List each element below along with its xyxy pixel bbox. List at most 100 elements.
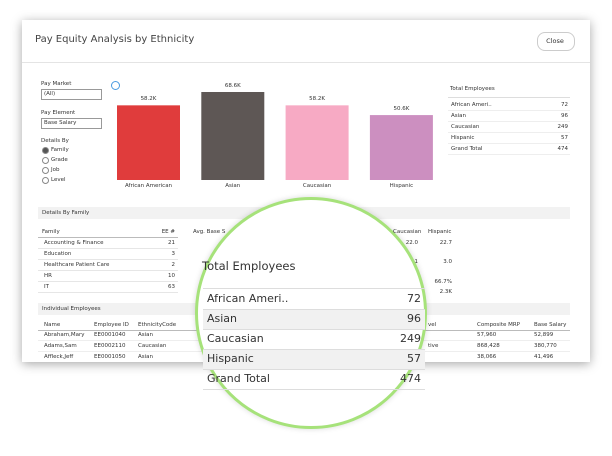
cell: 52,899 [534,332,554,338]
row-label: Grand Total [451,146,483,152]
info-icon[interactable] [111,81,120,90]
mag-row-line [203,309,425,310]
mag-row-value: 72 [407,291,421,305]
radio-label[interactable]: Family [51,147,69,153]
mag-row-label: Caucasian [207,331,264,345]
select-value[interactable]: Base Salary [44,120,77,126]
cell: HR [44,273,52,279]
row-value: 474 [557,146,569,152]
cell: 66.7% [434,279,452,285]
filter-label: Details By [41,138,69,144]
column-header: Family [42,229,60,235]
filter-label: Pay Market [41,81,72,87]
column-header: Caucasian [393,229,422,235]
cell: 3.0 [443,259,452,265]
bar[interactable] [369,115,433,180]
cell: 21 [168,240,175,246]
row-label: Asian [451,113,467,119]
mag-row-label: Grand Total [207,372,270,386]
column-header: EE # [161,229,175,235]
data-label: 50.6K [393,106,410,113]
bar[interactable] [201,92,265,180]
divider [448,97,570,98]
column-header: Base Salary [534,322,567,328]
bar[interactable] [117,105,180,180]
bar[interactable] [285,105,349,180]
cell: Adams,Sam [44,343,77,349]
x-tick-label: Hispanic [389,183,414,189]
x-tick-label: African American [124,183,173,189]
cell: 1 [414,259,419,265]
close-button[interactable] [537,32,575,51]
row-value: 57 [561,135,568,141]
data-label: 58.2K [140,96,157,103]
radio-label[interactable]: Grade [51,157,68,163]
row-value: 96 [561,113,568,119]
cell: Abraham,Mary [44,332,85,338]
row-value: 249 [557,124,569,130]
mag-row-label: African Ameri.. [207,291,289,305]
column-header: Name [44,322,61,328]
mag-row-line [203,329,425,330]
mag-row-line [203,389,425,390]
select-value[interactable]: (All) [44,91,56,97]
cell: EE0001050 [94,354,126,360]
cell: 2.3K [439,289,452,295]
mag-row-line [203,369,425,370]
cell: 41,496 [534,354,554,360]
cell: 10 [168,273,175,279]
column-header: Hispanic [428,229,452,235]
mag-row-value: 474 [400,372,421,386]
window-title: Pay Equity Analysis by Ethnicity [35,34,195,45]
data-label: 58.2K [309,96,326,103]
select [41,89,102,100]
mag-table-title: Total Employees [202,259,296,274]
cell: 22.0 [405,240,418,246]
cell: 3 [171,251,176,257]
cell: Accounting & Finance [44,240,104,246]
radio [42,157,49,164]
column-header: Avg. Base S [193,229,226,235]
cell: Education [44,251,72,257]
cell: 57,960 [477,332,497,338]
row-line [448,154,570,155]
filter-label: Pay Element [41,110,76,116]
cell: Affleck,Jeff [44,354,74,360]
row-label: African Ameri.. [451,102,492,108]
cell: 380,770 [534,343,557,349]
row-line [38,292,178,293]
row-line [38,259,178,260]
cell: Asian [138,354,154,360]
header-line [38,237,178,238]
close-label[interactable]: Close [546,36,564,45]
x-tick-label: Caucasian [302,183,332,189]
row-line [448,110,570,111]
cell: 2 [171,262,176,268]
radio-label[interactable]: Job [51,167,60,173]
row-label: Hispanic [451,135,475,141]
mag-row-label: Asian [207,311,238,325]
title-divider [22,62,590,63]
row-line [448,121,570,122]
row-line [38,281,178,282]
cell: 868,428 [477,343,500,349]
radio [42,177,49,184]
column-header: vel [428,322,437,328]
column-header: Composite MRP [477,322,520,328]
x-tick-label: Asian [225,183,241,189]
cell: tive [428,343,439,349]
mag-row-value: 96 [407,311,421,325]
data-label: 68.6K [224,83,241,89]
row-line [448,143,570,144]
mag-row-value: 57 [407,352,421,366]
column-header: EthnicityCode [138,322,177,328]
section-title: Individual Employees [42,306,101,312]
mag-row-line [203,349,425,350]
mag-row-line [203,288,425,289]
radio-label[interactable]: Level [51,177,66,183]
table-title: Total Employees [450,86,495,92]
cell: 38,066 [477,354,497,360]
cell: Caucasian [138,343,167,349]
